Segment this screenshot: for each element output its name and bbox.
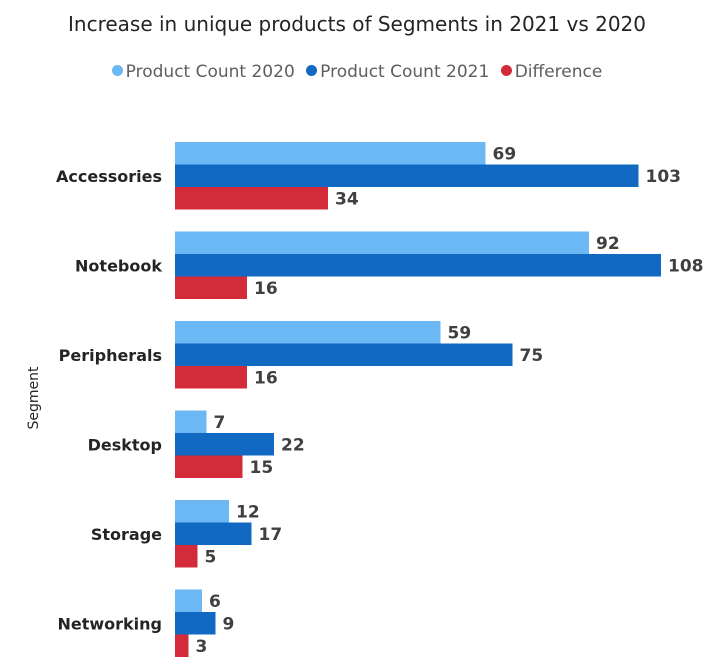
bar-storage-product-count-2020[interactable] bbox=[175, 500, 229, 523]
data-label-networking-difference: 3 bbox=[196, 637, 208, 657]
bar-notebook-product-count-2021[interactable] bbox=[175, 254, 661, 277]
data-label-storage-product-count-2021: 17 bbox=[259, 525, 283, 545]
bar-peripherals-difference[interactable] bbox=[175, 366, 247, 389]
legend-swatch-difference bbox=[500, 65, 512, 76]
bar-notebook-product-count-2020[interactable] bbox=[175, 231, 589, 255]
legend[interactable]: Product Count 2020 Product Count 2021 Di… bbox=[0, 62, 714, 82]
legend-label-2021: Product Count 2021 bbox=[320, 62, 490, 82]
bar-networking-product-count-2020[interactable] bbox=[175, 589, 202, 613]
data-label-notebook-difference: 16 bbox=[254, 279, 278, 299]
legend-item-2021[interactable]: Product Count 2021 bbox=[306, 62, 489, 82]
data-label-desktop-difference: 15 bbox=[250, 458, 274, 478]
chart-marks: Accessories 69 103 34 Notebook 92 108 16 Periphe… bbox=[56, 142, 704, 657]
category-label-desktop: Desktop bbox=[88, 435, 162, 454]
bar-accessories-product-count-2021[interactable] bbox=[175, 164, 639, 188]
data-label-storage-product-count-2020: 12 bbox=[236, 502, 260, 522]
bar-storage-product-count-2021[interactable] bbox=[175, 522, 252, 546]
data-label-desktop-product-count-2021: 22 bbox=[281, 435, 305, 455]
legend-item-difference[interactable]: Difference bbox=[500, 62, 603, 82]
category-label-notebook: Notebook bbox=[75, 256, 162, 275]
bar-desktop-product-count-2020[interactable] bbox=[175, 410, 207, 434]
bar-networking-product-count-2021[interactable] bbox=[175, 612, 216, 635]
legend-swatch-2021 bbox=[306, 65, 318, 76]
legend-item-2020[interactable]: Product Count 2020 bbox=[111, 62, 295, 82]
legend-label-difference: Difference bbox=[514, 62, 603, 82]
data-label-desktop-product-count-2020: 7 bbox=[214, 413, 226, 433]
bar-accessories-product-count-2020[interactable] bbox=[175, 142, 486, 165]
data-label-networking-product-count-2021: 9 bbox=[223, 614, 235, 634]
data-label-accessories-product-count-2020: 69 bbox=[493, 144, 517, 164]
y-axis-title: Segment bbox=[26, 366, 42, 430]
legend-swatch-2020 bbox=[111, 65, 123, 76]
bar-networking-difference[interactable] bbox=[175, 634, 189, 658]
data-label-storage-difference: 5 bbox=[205, 547, 217, 567]
category-label-peripherals: Peripherals bbox=[59, 346, 162, 365]
bar-accessories-difference[interactable] bbox=[175, 187, 328, 210]
chart-title: Increase in unique products of Segments … bbox=[68, 12, 646, 36]
category-label-networking: Networking bbox=[57, 614, 162, 633]
bar-peripherals-product-count-2020[interactable] bbox=[175, 321, 441, 344]
bar-peripherals-product-count-2021[interactable] bbox=[175, 343, 513, 367]
data-label-accessories-product-count-2021: 103 bbox=[646, 167, 682, 187]
bar-storage-difference[interactable] bbox=[175, 545, 198, 568]
data-label-notebook-product-count-2020: 92 bbox=[596, 234, 620, 254]
category-label-accessories: Accessories bbox=[56, 167, 162, 186]
bar-desktop-difference[interactable] bbox=[175, 455, 243, 479]
category-label-storage: Storage bbox=[91, 525, 162, 544]
data-label-peripherals-product-count-2020: 59 bbox=[448, 323, 472, 343]
data-label-peripherals-difference: 16 bbox=[254, 368, 278, 388]
data-label-peripherals-product-count-2021: 75 bbox=[520, 346, 544, 366]
data-label-notebook-product-count-2021: 108 bbox=[668, 256, 704, 276]
legend-label-2020: Product Count 2020 bbox=[125, 62, 295, 82]
data-label-accessories-difference: 34 bbox=[335, 189, 359, 209]
data-label-networking-product-count-2020: 6 bbox=[209, 592, 221, 612]
bar-notebook-difference[interactable] bbox=[175, 276, 247, 300]
bar-desktop-product-count-2021[interactable] bbox=[175, 433, 274, 456]
